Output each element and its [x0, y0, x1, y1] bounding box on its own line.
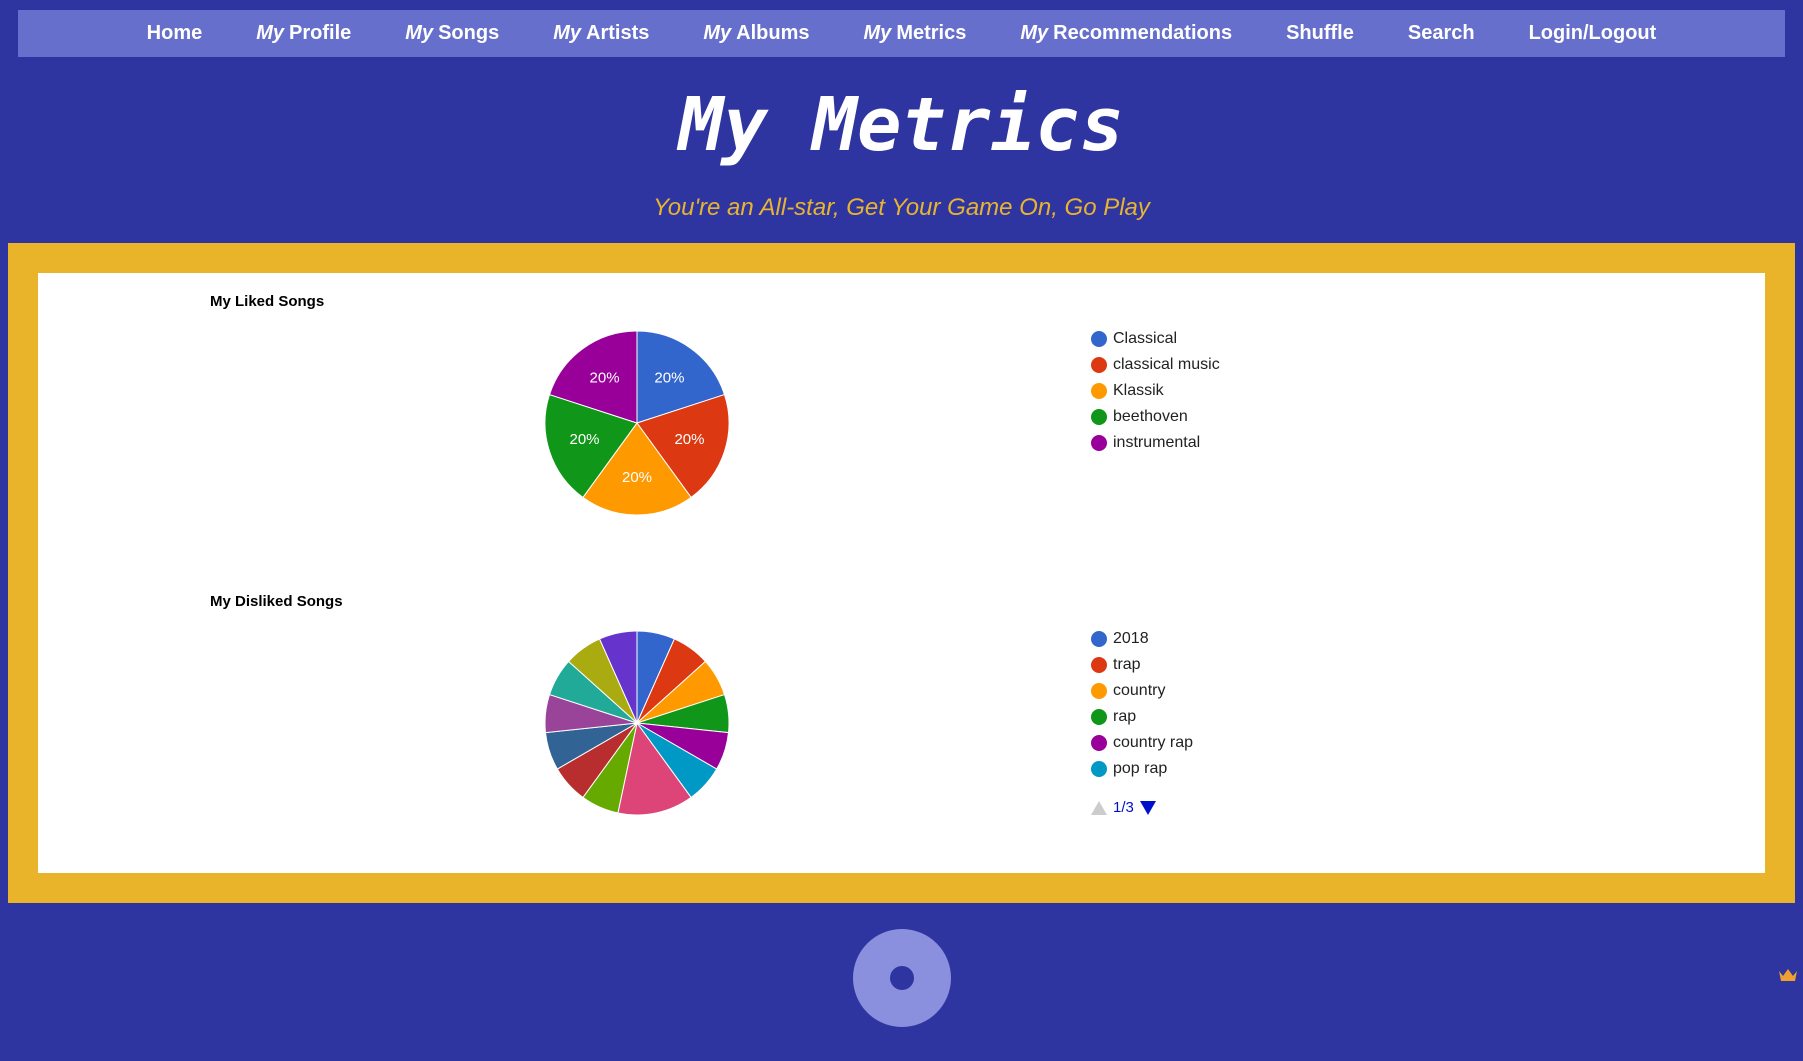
legend-prev[interactable] — [1091, 801, 1107, 815]
legend-swatch — [1091, 657, 1107, 673]
legend-label: country — [1113, 682, 1165, 699]
legend-label: trap — [1113, 656, 1141, 673]
nav-item[interactable]: Search — [1408, 22, 1475, 45]
nav-item-label: Recommendations — [1053, 22, 1233, 44]
chart-title: My Liked Songs — [210, 293, 324, 310]
pie-slice — [636, 393, 730, 499]
legend-label: 2018 — [1113, 630, 1149, 647]
legend-label: Classical — [1113, 330, 1177, 347]
nav-item-label: Home — [146, 22, 203, 44]
disc-hole — [890, 966, 914, 990]
legend-next[interactable] — [1140, 801, 1156, 815]
legend-swatch — [1091, 357, 1107, 373]
pie-slice — [636, 330, 726, 424]
nav-item[interactable]: My Albums — [703, 22, 809, 45]
nav-item[interactable]: My Recommendations — [1020, 22, 1232, 45]
legend-label: Klassik — [1113, 382, 1165, 399]
nav-item-label: Artists — [586, 22, 650, 44]
legend-swatch — [1091, 735, 1107, 751]
legend-label: country rap — [1113, 734, 1193, 751]
nav-item-prefix: My — [256, 22, 285, 44]
nav-item[interactable]: Home — [147, 22, 203, 45]
slice-label: 20% — [590, 369, 620, 386]
legend-swatch — [1091, 331, 1107, 347]
nav-item-prefix: My — [863, 22, 892, 44]
legend-swatch — [1091, 435, 1107, 451]
legend-label: instrumental — [1113, 434, 1200, 451]
page-subtitle: You're an All-star, Get Your Game On, Go… — [653, 194, 1150, 221]
slice-label: 20% — [622, 469, 652, 486]
nav-item-label: Search — [1407, 22, 1475, 44]
pie-slice — [548, 330, 638, 424]
nav-item-label: Metrics — [896, 22, 967, 44]
legend-swatch — [1091, 409, 1107, 425]
nav-item-prefix: My — [405, 22, 434, 44]
nav-item[interactable]: My Artists — [553, 22, 649, 45]
page-title: My Metrics — [678, 82, 1125, 168]
pie-slice — [582, 422, 692, 516]
nav-item-prefix: My — [1020, 22, 1049, 44]
nav-item-label: Songs — [438, 22, 500, 44]
slice-label: 20% — [654, 369, 684, 386]
legend-label: pop rap — [1113, 760, 1167, 777]
legend-swatch — [1091, 709, 1107, 725]
nav-item[interactable]: My Songs — [405, 22, 499, 45]
pie-slice — [544, 393, 638, 499]
nav-item-label: Login/Logout — [1528, 22, 1657, 44]
nav-item[interactable]: Login/Logout — [1529, 22, 1657, 45]
legend-swatch — [1091, 383, 1107, 399]
crown-icon[interactable] — [1778, 966, 1798, 984]
player-disc[interactable] — [853, 929, 951, 1027]
nav-bar: Home My Profile My Songs My Artists My Albums My M… — [18, 10, 1785, 57]
legend-page: 1/3 — [1113, 799, 1134, 816]
legend-label: classical music — [1113, 356, 1220, 373]
nav-item-prefix: My — [703, 22, 732, 44]
legend-label: rap — [1113, 708, 1136, 725]
legend-swatch — [1091, 683, 1107, 699]
nav-item-label: Shuffle — [1286, 22, 1354, 44]
pie-slice — [617, 721, 692, 816]
nav-item[interactable]: My Profile — [256, 22, 351, 45]
pie-slice — [598, 630, 638, 724]
slice-label: 20% — [674, 431, 704, 448]
legend-swatch — [1091, 631, 1107, 647]
nav-item[interactable]: Shuffle — [1286, 22, 1354, 45]
charts-panel: My Liked Songs 20% 20% 20% 20% 20% Classical cl… — [38, 273, 1765, 873]
nav-item[interactable]: My Metrics — [864, 22, 967, 45]
legend-label: beethoven — [1113, 408, 1188, 425]
chart-title: My Disliked Songs — [210, 593, 343, 610]
nav-item-prefix: My — [553, 22, 582, 44]
nav-item-label: Albums — [736, 22, 810, 44]
legend-swatch — [1091, 761, 1107, 777]
nav-item-label: Profile — [289, 22, 352, 44]
slice-label: 20% — [569, 431, 599, 448]
